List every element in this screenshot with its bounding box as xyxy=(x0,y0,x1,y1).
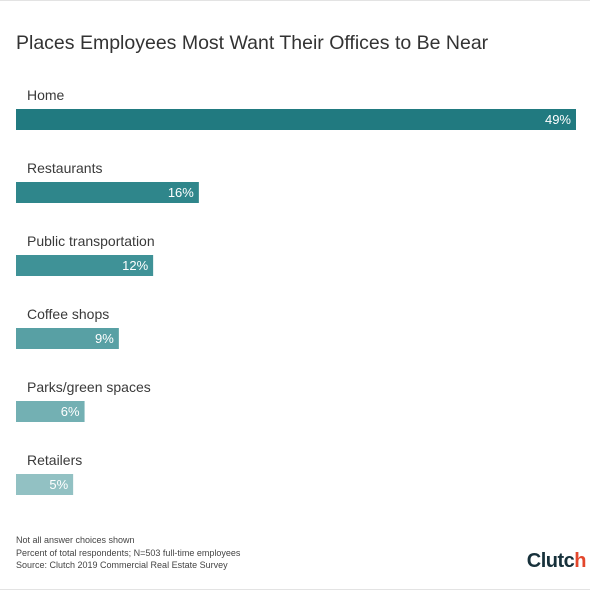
bar-value-label: 16% xyxy=(168,185,194,200)
category-label: Coffee shops xyxy=(27,306,109,322)
bar-value-label: 5% xyxy=(49,477,68,492)
category-label: Restaurants xyxy=(27,160,102,176)
category-label: Public transportation xyxy=(27,233,155,249)
bar-value-label: 6% xyxy=(61,404,80,419)
bar-value-label: 9% xyxy=(95,331,114,346)
bar xyxy=(16,401,85,422)
bar-value-label: 12% xyxy=(122,258,148,273)
bar xyxy=(16,255,154,276)
chart-notes: Not all answer choices shown Percent of … xyxy=(16,534,240,572)
note-not-all-choices: Not all answer choices shown xyxy=(16,535,135,545)
category-label: Home xyxy=(27,87,65,103)
bar-value-label: 49% xyxy=(545,112,571,127)
bar xyxy=(16,109,576,130)
category-label: Parks/green spaces xyxy=(27,379,151,395)
note-respondents: Percent of total respondents; N=503 full… xyxy=(16,547,241,558)
bar xyxy=(16,182,199,203)
bar xyxy=(16,474,74,495)
note-source: Source: Clutch 2019 Commercial Real Esta… xyxy=(16,560,228,570)
chart-title: Places Employees Most Want Their Offices… xyxy=(16,32,489,54)
category-label: Retailers xyxy=(27,452,82,468)
clutch-logo: Clutch xyxy=(526,550,587,572)
bar xyxy=(16,328,119,349)
